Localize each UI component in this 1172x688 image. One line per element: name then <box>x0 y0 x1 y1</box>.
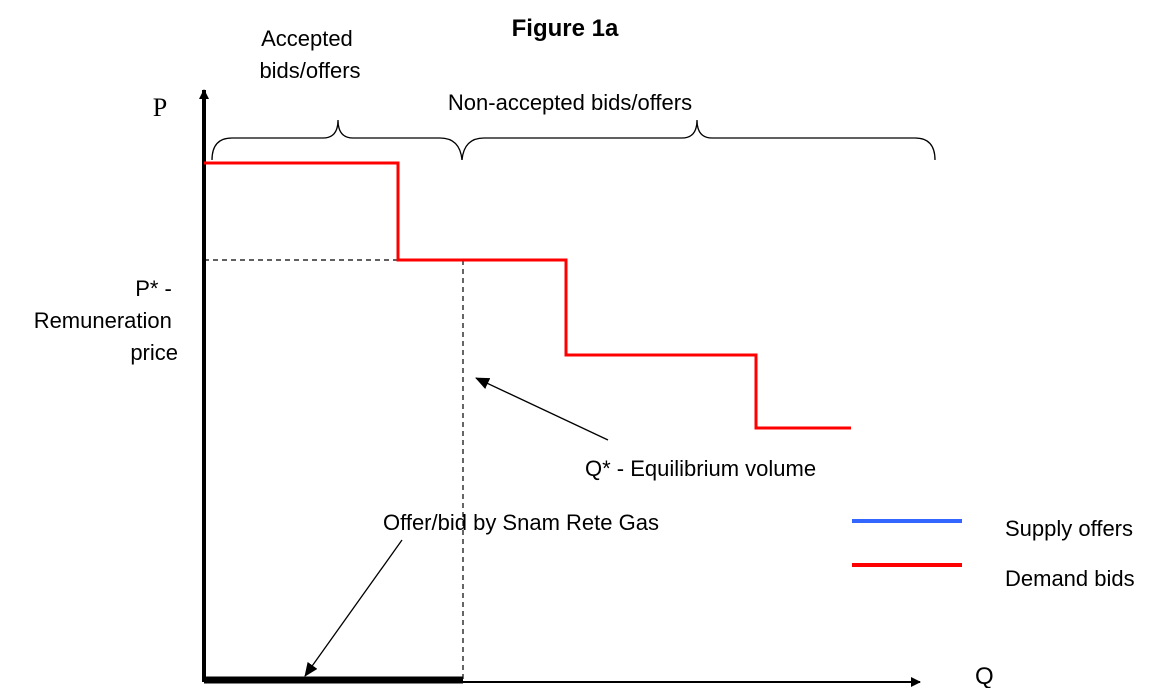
title: Figure 1a <box>512 15 619 42</box>
volume-label: Q* - Equilibrium volume <box>585 456 816 481</box>
brace-non-accepted <box>461 119 936 161</box>
price-line: P* - <box>135 276 172 301</box>
y-axis-label: P <box>153 93 167 122</box>
volume-arrow <box>475 377 609 441</box>
price-line: Remuneration <box>34 308 172 333</box>
x-axis-label: Q <box>975 663 994 688</box>
accepted-label: Accepted bids/offers <box>259 26 360 83</box>
legend-label: Demand bids <box>1005 566 1135 591</box>
snam-arrow <box>304 539 403 677</box>
snam-label: Offer/bid by Snam Rete Gas <box>383 510 659 535</box>
accepted-line: Accepted <box>261 26 353 51</box>
brace-accepted <box>211 119 463 161</box>
price-line: price <box>130 340 178 365</box>
legend-label: Supply offers <box>1005 516 1133 541</box>
price-label: P* - Remuneration price <box>34 276 178 365</box>
accepted-line: bids/offers <box>259 58 360 83</box>
non-accepted-label: Non-accepted bids/offers <box>448 90 692 115</box>
demand-curve <box>204 161 851 430</box>
